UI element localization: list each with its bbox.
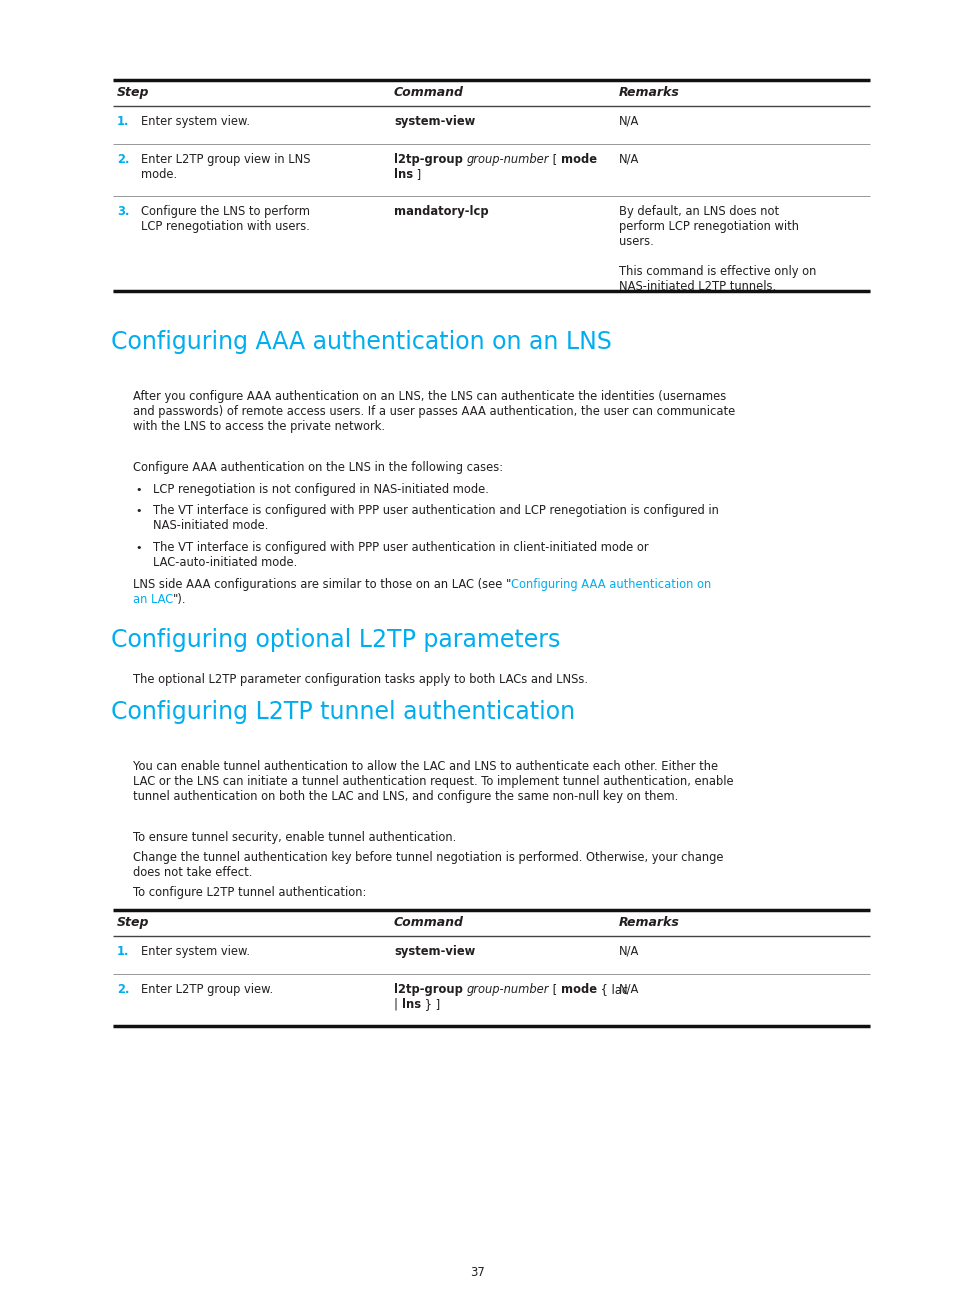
Text: group-number: group-number [466, 982, 548, 997]
Text: [: [ [548, 982, 560, 997]
Text: l2tp-group: l2tp-group [394, 153, 462, 166]
Text: The VT interface is configured with PPP user authentication in client-initiated : The VT interface is configured with PPP … [152, 540, 648, 553]
Text: NAS-initiated mode.: NAS-initiated mode. [152, 518, 268, 531]
Text: Enter L2TP group view in LNS: Enter L2TP group view in LNS [141, 153, 310, 166]
Text: N/A: N/A [618, 153, 639, 166]
Text: Enter system view.: Enter system view. [141, 945, 250, 958]
Text: N/A: N/A [618, 115, 639, 128]
Text: 37: 37 [469, 1266, 484, 1279]
Text: •: • [135, 485, 141, 495]
Text: |: | [394, 998, 401, 1011]
Text: system-view: system-view [394, 945, 475, 958]
Text: 1.: 1. [117, 945, 130, 958]
Text: 2.: 2. [117, 982, 130, 997]
Text: tunnel authentication on both the LAC and LNS, and configure the same non-null k: tunnel authentication on both the LAC an… [132, 791, 678, 804]
Text: ").: "). [173, 594, 187, 607]
Text: This command is effective only on: This command is effective only on [618, 264, 816, 279]
Text: users.: users. [618, 235, 653, 248]
Text: mode: mode [560, 982, 597, 997]
Text: The VT interface is configured with PPP user authentication and LCP renegotiatio: The VT interface is configured with PPP … [152, 504, 719, 517]
Text: LCP renegotiation with users.: LCP renegotiation with users. [141, 220, 310, 233]
Text: Command: Command [394, 916, 463, 929]
Text: perform LCP renegotiation with: perform LCP renegotiation with [618, 220, 799, 233]
Text: NAS-initiated L2TP tunnels.: NAS-initiated L2TP tunnels. [618, 280, 776, 293]
Text: Change the tunnel authentication key before tunnel negotiation is performed. Oth: Change the tunnel authentication key bef… [132, 851, 722, 864]
Text: By default, an LNS does not: By default, an LNS does not [618, 205, 779, 218]
Text: N/A: N/A [618, 945, 639, 958]
Text: 1.: 1. [117, 115, 130, 128]
Text: Command: Command [394, 86, 463, 98]
Text: group-number: group-number [466, 153, 548, 166]
Text: does not take effect.: does not take effect. [132, 866, 253, 879]
Text: Configuring optional L2TP parameters: Configuring optional L2TP parameters [111, 629, 559, 652]
Text: To ensure tunnel security, enable tunnel authentication.: To ensure tunnel security, enable tunnel… [132, 831, 456, 844]
Text: lns: lns [394, 168, 413, 181]
Text: mode.: mode. [141, 168, 177, 181]
Text: mandatory-lcp: mandatory-lcp [394, 205, 488, 218]
Text: LCP renegotiation is not configured in NAS-initiated mode.: LCP renegotiation is not configured in N… [152, 483, 488, 496]
Text: Remarks: Remarks [618, 86, 679, 98]
Text: } ]: } ] [420, 998, 439, 1011]
Text: mode: mode [560, 153, 597, 166]
Text: Step: Step [117, 86, 150, 98]
Text: l2tp-group: l2tp-group [394, 982, 462, 997]
Text: The optional L2TP parameter configuration tasks apply to both LACs and LNSs.: The optional L2TP parameter configuratio… [132, 673, 587, 686]
Text: •: • [135, 505, 141, 516]
Text: Enter L2TP group view.: Enter L2TP group view. [141, 982, 273, 997]
Text: ]: ] [413, 168, 421, 181]
Text: Configuring AAA authentication on an LNS: Configuring AAA authentication on an LNS [111, 330, 611, 354]
Text: lns: lns [401, 998, 420, 1011]
Text: LAC or the LNS can initiate a tunnel authentication request. To implement tunnel: LAC or the LNS can initiate a tunnel aut… [132, 775, 733, 788]
Text: { lac: { lac [597, 982, 627, 997]
Text: Configuring L2TP tunnel authentication: Configuring L2TP tunnel authentication [111, 700, 575, 724]
Text: You can enable tunnel authentication to allow the LAC and LNS to authenticate ea: You can enable tunnel authentication to … [132, 759, 718, 772]
Text: system-view: system-view [394, 115, 475, 128]
Text: with the LNS to access the private network.: with the LNS to access the private netwo… [132, 420, 385, 433]
Text: and passwords) of remote access users. If a user passes AAA authentication, the : and passwords) of remote access users. I… [132, 404, 735, 419]
Text: Configure the LNS to perform: Configure the LNS to perform [141, 205, 310, 218]
Text: Configuring AAA authentication on: Configuring AAA authentication on [511, 578, 711, 591]
Text: Enter system view.: Enter system view. [141, 115, 250, 128]
Text: To configure L2TP tunnel authentication:: To configure L2TP tunnel authentication: [132, 886, 366, 899]
Text: 2.: 2. [117, 153, 130, 166]
Text: Step: Step [117, 916, 150, 929]
Text: Configure AAA authentication on the LNS in the following cases:: Configure AAA authentication on the LNS … [132, 461, 502, 474]
Text: N/A: N/A [618, 982, 639, 997]
Text: 3.: 3. [117, 205, 130, 218]
Text: LNS side AAA configurations are similar to those on an LAC (see ": LNS side AAA configurations are similar … [132, 578, 511, 591]
Text: Remarks: Remarks [618, 916, 679, 929]
Text: LAC-auto-initiated mode.: LAC-auto-initiated mode. [152, 556, 297, 569]
Text: an LAC: an LAC [132, 594, 173, 607]
Text: [: [ [548, 153, 560, 166]
Text: •: • [135, 543, 141, 553]
Text: After you configure AAA authentication on an LNS, the LNS can authenticate the i: After you configure AAA authentication o… [132, 390, 725, 403]
